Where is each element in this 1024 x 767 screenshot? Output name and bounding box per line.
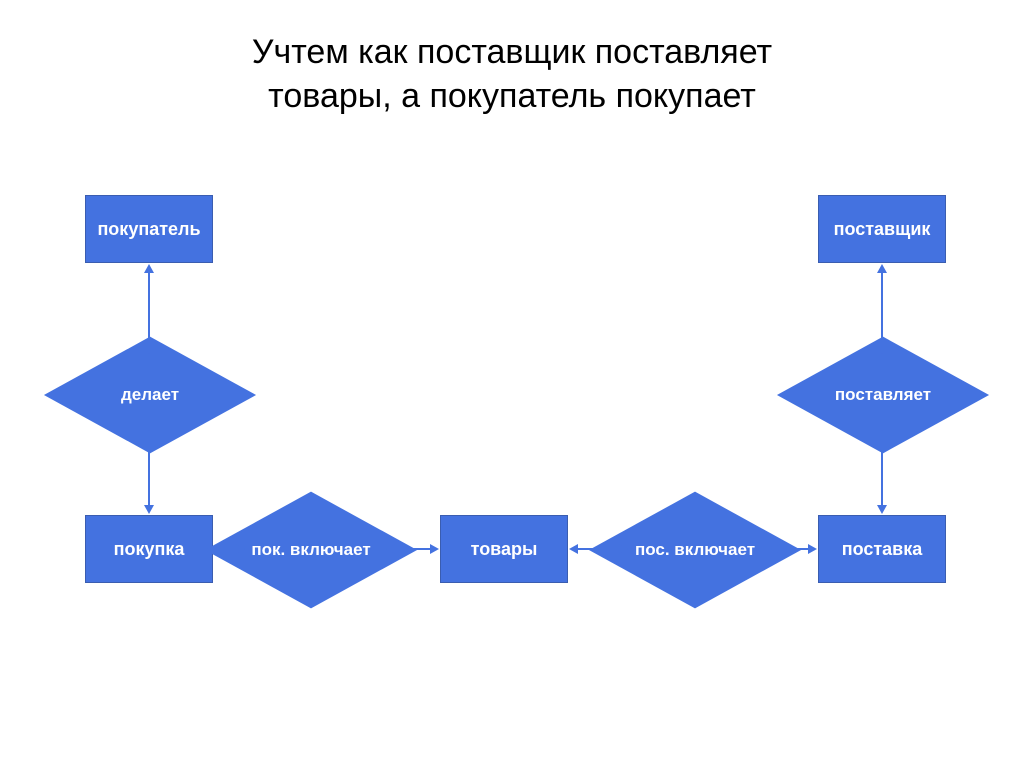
node-does-label: делает [121, 385, 179, 405]
edge-does-purchase [148, 438, 150, 510]
node-goods-label: товары [471, 539, 538, 560]
arrowhead [877, 345, 887, 354]
title-line-2: товары, а покупатель покупает [268, 77, 756, 115]
node-pos-incl-label: пос. включает [635, 540, 755, 560]
edge-supplier-supplies [881, 272, 883, 354]
node-pos-incl: пос. включает [620, 475, 770, 625]
node-delivery-label: поставка [842, 539, 923, 560]
arrowhead [569, 544, 578, 554]
node-delivery: поставка [818, 515, 946, 583]
node-supplies-label: поставляет [835, 385, 931, 405]
arrowhead [144, 430, 154, 439]
node-supplier: поставщик [818, 195, 946, 263]
node-pok-incl-label: пок. включает [251, 540, 370, 560]
edge-posincl-delivery [778, 548, 811, 550]
edge-supplies-delivery [881, 438, 883, 510]
title-line-1: Учтем как поставщик поставляет [252, 33, 772, 71]
page-title: Учтем как поставщик поставляет товары, а… [0, 0, 1024, 118]
node-buyer: покупатель [85, 195, 213, 263]
edge-goods-posincl [576, 548, 622, 550]
node-buyer-label: покупатель [97, 219, 200, 240]
node-goods: товары [440, 515, 568, 583]
arrowhead [877, 505, 887, 514]
arrowhead [877, 430, 887, 439]
node-supplies: поставляет [808, 320, 958, 470]
arrowhead [144, 505, 154, 514]
arrowhead [386, 544, 395, 554]
arrowhead [877, 264, 887, 273]
edge-buyer-does [148, 272, 150, 354]
arrowhead [771, 544, 780, 554]
arrowhead [430, 544, 439, 554]
arrowhead [144, 264, 154, 273]
node-does: делает [75, 320, 225, 470]
node-supplier-label: поставщик [834, 219, 931, 240]
arrowhead [619, 544, 628, 554]
arrowhead [236, 544, 245, 554]
edge-pokincl-goods [393, 548, 433, 550]
er-diagram: покупатель поставщик покупка товары пост… [0, 180, 1024, 680]
node-purchase-label: покупка [114, 539, 185, 560]
node-purchase: покупка [85, 515, 213, 583]
arrowhead [144, 345, 154, 354]
node-pok-incl: пок. включает [236, 475, 386, 625]
arrowhead [808, 544, 817, 554]
arrowhead [214, 544, 223, 554]
